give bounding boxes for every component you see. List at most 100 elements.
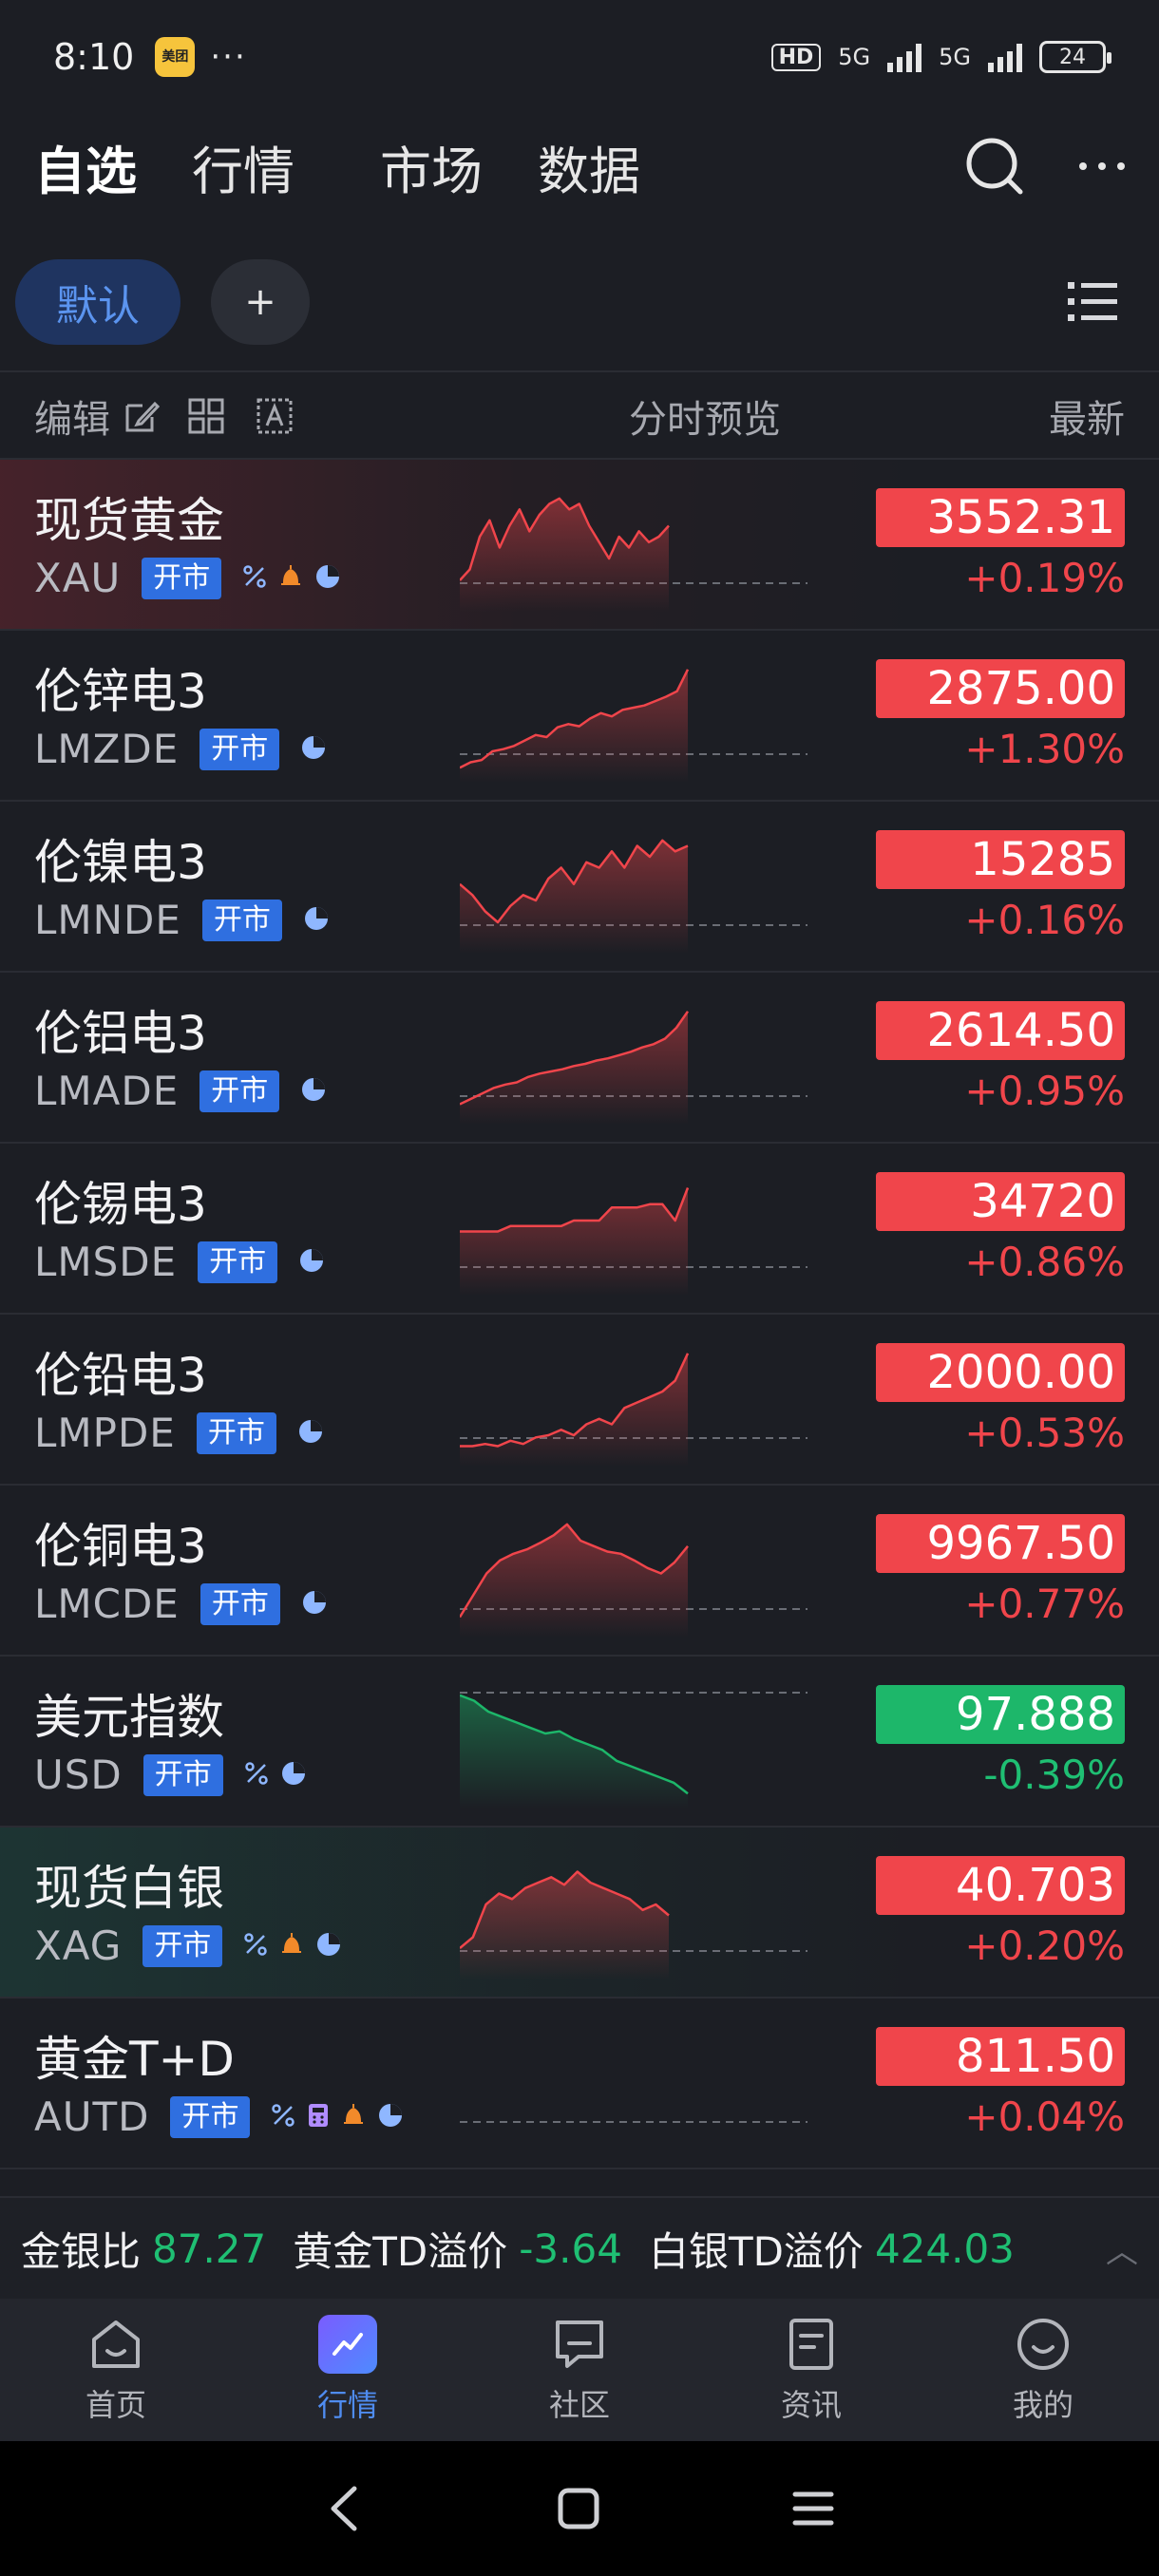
list-header: 编辑 分时预览 最新 <box>0 372 1159 460</box>
status-badge: 开市 <box>142 1924 223 1967</box>
silver-td-premium-value: 424.03 <box>874 2225 1015 2272</box>
tab-watchlist[interactable]: 自选 <box>34 141 137 201</box>
tab-market[interactable]: 市场 <box>380 141 483 201</box>
more-icon[interactable] <box>1079 162 1125 170</box>
watchlist-row[interactable]: 现货白银 XAG 开市 40.703 +0.20% <box>0 1828 1159 1998</box>
instrument-name: 伦锡电3 <box>34 1177 207 1232</box>
instrument-code: LMNDE <box>34 897 181 943</box>
instrument-code: XAU <box>34 555 122 601</box>
watchlist-row[interactable]: 伦铝电3 LMADE 开市 2614.50 +0.95% <box>0 973 1159 1144</box>
font-size-icon[interactable] <box>256 398 293 434</box>
edit-button[interactable]: 编辑 <box>34 388 160 444</box>
change-percent: +0.19% <box>964 555 1125 601</box>
status-badge: 开市 <box>142 557 222 599</box>
list-icon[interactable] <box>1068 280 1117 324</box>
back-icon[interactable] <box>324 2483 366 2534</box>
watchlist-row[interactable]: 伦锌电3 LMZDE 开市 2875.00 +1.30% <box>0 631 1159 802</box>
sparkline-chart <box>460 669 808 783</box>
nav-community[interactable]: 社区 <box>464 2299 695 2441</box>
sparkline-chart <box>460 1353 808 1467</box>
status-badge: 开市 <box>198 1241 278 1283</box>
percent-icon <box>244 1761 269 1790</box>
instrument-name: 黄金T+D <box>34 2032 235 2087</box>
nav-quotes[interactable]: 行情 <box>232 2299 464 2441</box>
tab-data[interactable]: 数据 <box>538 141 640 201</box>
search-icon[interactable] <box>963 135 1026 198</box>
system-nav-bar <box>0 2441 1159 2576</box>
price-box[interactable]: 15285 <box>876 830 1125 889</box>
watchlist-row[interactable]: 伦镍电3 LMNDE 开市 15285 +0.16% <box>0 802 1159 973</box>
chevron-up-icon[interactable]: ︿ <box>1106 2232 1138 2271</box>
bottom-nav: 首页 行情 社区 资讯 我的 <box>0 2299 1159 2441</box>
status-time: 8:10 <box>53 36 135 78</box>
price-box[interactable]: 2875.00 <box>876 659 1125 718</box>
network-label-2: 5G <box>939 44 971 70</box>
nav-profile[interactable]: 我的 <box>927 2299 1159 2441</box>
percent-icon <box>243 1932 268 1960</box>
instrument-code: LMPDE <box>34 1410 176 1456</box>
home-button-icon[interactable] <box>557 2487 600 2530</box>
pie-icon <box>314 563 341 594</box>
nav-home[interactable]: 首页 <box>0 2299 232 2441</box>
price-box[interactable]: 811.50 <box>876 2027 1125 2086</box>
instrument-name: 伦镍电3 <box>34 835 207 890</box>
change-percent: +0.95% <box>964 1068 1125 1114</box>
sparkline-chart <box>460 1523 808 1638</box>
watchlist-row[interactable]: 伦锡电3 LMSDE 开市 34720 +0.86% <box>0 1144 1159 1315</box>
gold-td-premium-label: 黄金TD溢价 <box>293 2227 508 2275</box>
nav-news[interactable]: 资讯 <box>695 2299 927 2441</box>
change-percent: +0.53% <box>964 1410 1125 1456</box>
change-percent: +0.16% <box>964 897 1125 943</box>
price-box[interactable]: 2000.00 <box>876 1343 1125 1402</box>
percent-icon <box>242 564 267 593</box>
pie-icon <box>280 1760 307 1790</box>
instrument-code: AUTD <box>34 2093 150 2140</box>
nav-quotes-label: 行情 <box>316 2387 378 2423</box>
bell-icon <box>341 2102 366 2132</box>
group-default[interactable]: 默认 <box>15 259 180 345</box>
instrument-name: 伦铝电3 <box>34 1006 207 1061</box>
home-icon <box>92 2320 140 2368</box>
price-box[interactable]: 3552.31 <box>876 488 1125 547</box>
change-percent: +0.77% <box>964 1581 1125 1627</box>
watchlist-row[interactable]: 伦铜电3 LMCDE 开市 9967.50 +0.77% <box>0 1486 1159 1657</box>
tab-quotes[interactable]: 行情 <box>192 141 294 201</box>
price-box[interactable]: 97.888 <box>876 1685 1125 1744</box>
battery-icon: 24 <box>1039 41 1112 73</box>
bell-icon <box>278 563 303 594</box>
watchlist-row[interactable]: 现货黄金 XAU 开市 3552.31 +0.19% <box>0 460 1159 631</box>
price-box[interactable]: 40.703 <box>876 1856 1125 1915</box>
sparkline-chart <box>460 1011 808 1125</box>
status-badge: 开市 <box>196 1411 276 1454</box>
sparkline-chart <box>460 1187 808 1296</box>
ratio-ticker[interactable]: 金银比 87.27 黄金TD溢价 -3.64 白银TD溢价 424.03 ︿ <box>0 2196 1159 2299</box>
preview-column-header: 分时预览 <box>629 398 781 442</box>
price-box[interactable]: 9967.50 <box>876 1514 1125 1573</box>
change-percent: +0.86% <box>964 1239 1125 1285</box>
instrument-name: 伦铅电3 <box>34 1348 207 1403</box>
watchlist-row[interactable]: 黄金T+D AUTD 开市 811.50 +0.04% <box>0 1998 1159 2169</box>
latest-column-header[interactable]: 最新 <box>1049 398 1125 442</box>
status-bar: 8:10 美团 ··· HD 5G 5G 24 <box>0 0 1159 114</box>
nav-news-label: 资讯 <box>780 2387 842 2423</box>
price-box[interactable]: 2614.50 <box>876 1001 1125 1060</box>
add-group-button[interactable]: + <box>211 259 310 345</box>
hd-icon: HD <box>770 43 822 71</box>
meituan-app-icon: 美团 <box>155 37 196 77</box>
pie-icon <box>298 1247 325 1278</box>
pie-icon <box>300 734 327 765</box>
change-percent: -0.39% <box>983 1752 1125 1798</box>
menu-icon[interactable] <box>791 2487 835 2530</box>
instrument-name: 美元指数 <box>34 1690 224 1745</box>
price-box[interactable]: 34720 <box>876 1172 1125 1231</box>
status-badge: 开市 <box>200 1582 280 1625</box>
signal-icon <box>988 42 1022 72</box>
profile-icon <box>1017 2319 1069 2370</box>
signal-icon <box>887 42 922 72</box>
change-percent: +0.20% <box>964 1923 1125 1969</box>
instrument-code: LMADE <box>34 1068 180 1114</box>
watchlist-row[interactable]: 美元指数 USD 开市 97.888 -0.39% <box>0 1657 1159 1828</box>
instrument-name: 伦铜电3 <box>34 1519 207 1574</box>
grid-icon[interactable] <box>188 398 224 434</box>
watchlist-row[interactable]: 伦铅电3 LMPDE 开市 2000.00 +0.53% <box>0 1315 1159 1486</box>
